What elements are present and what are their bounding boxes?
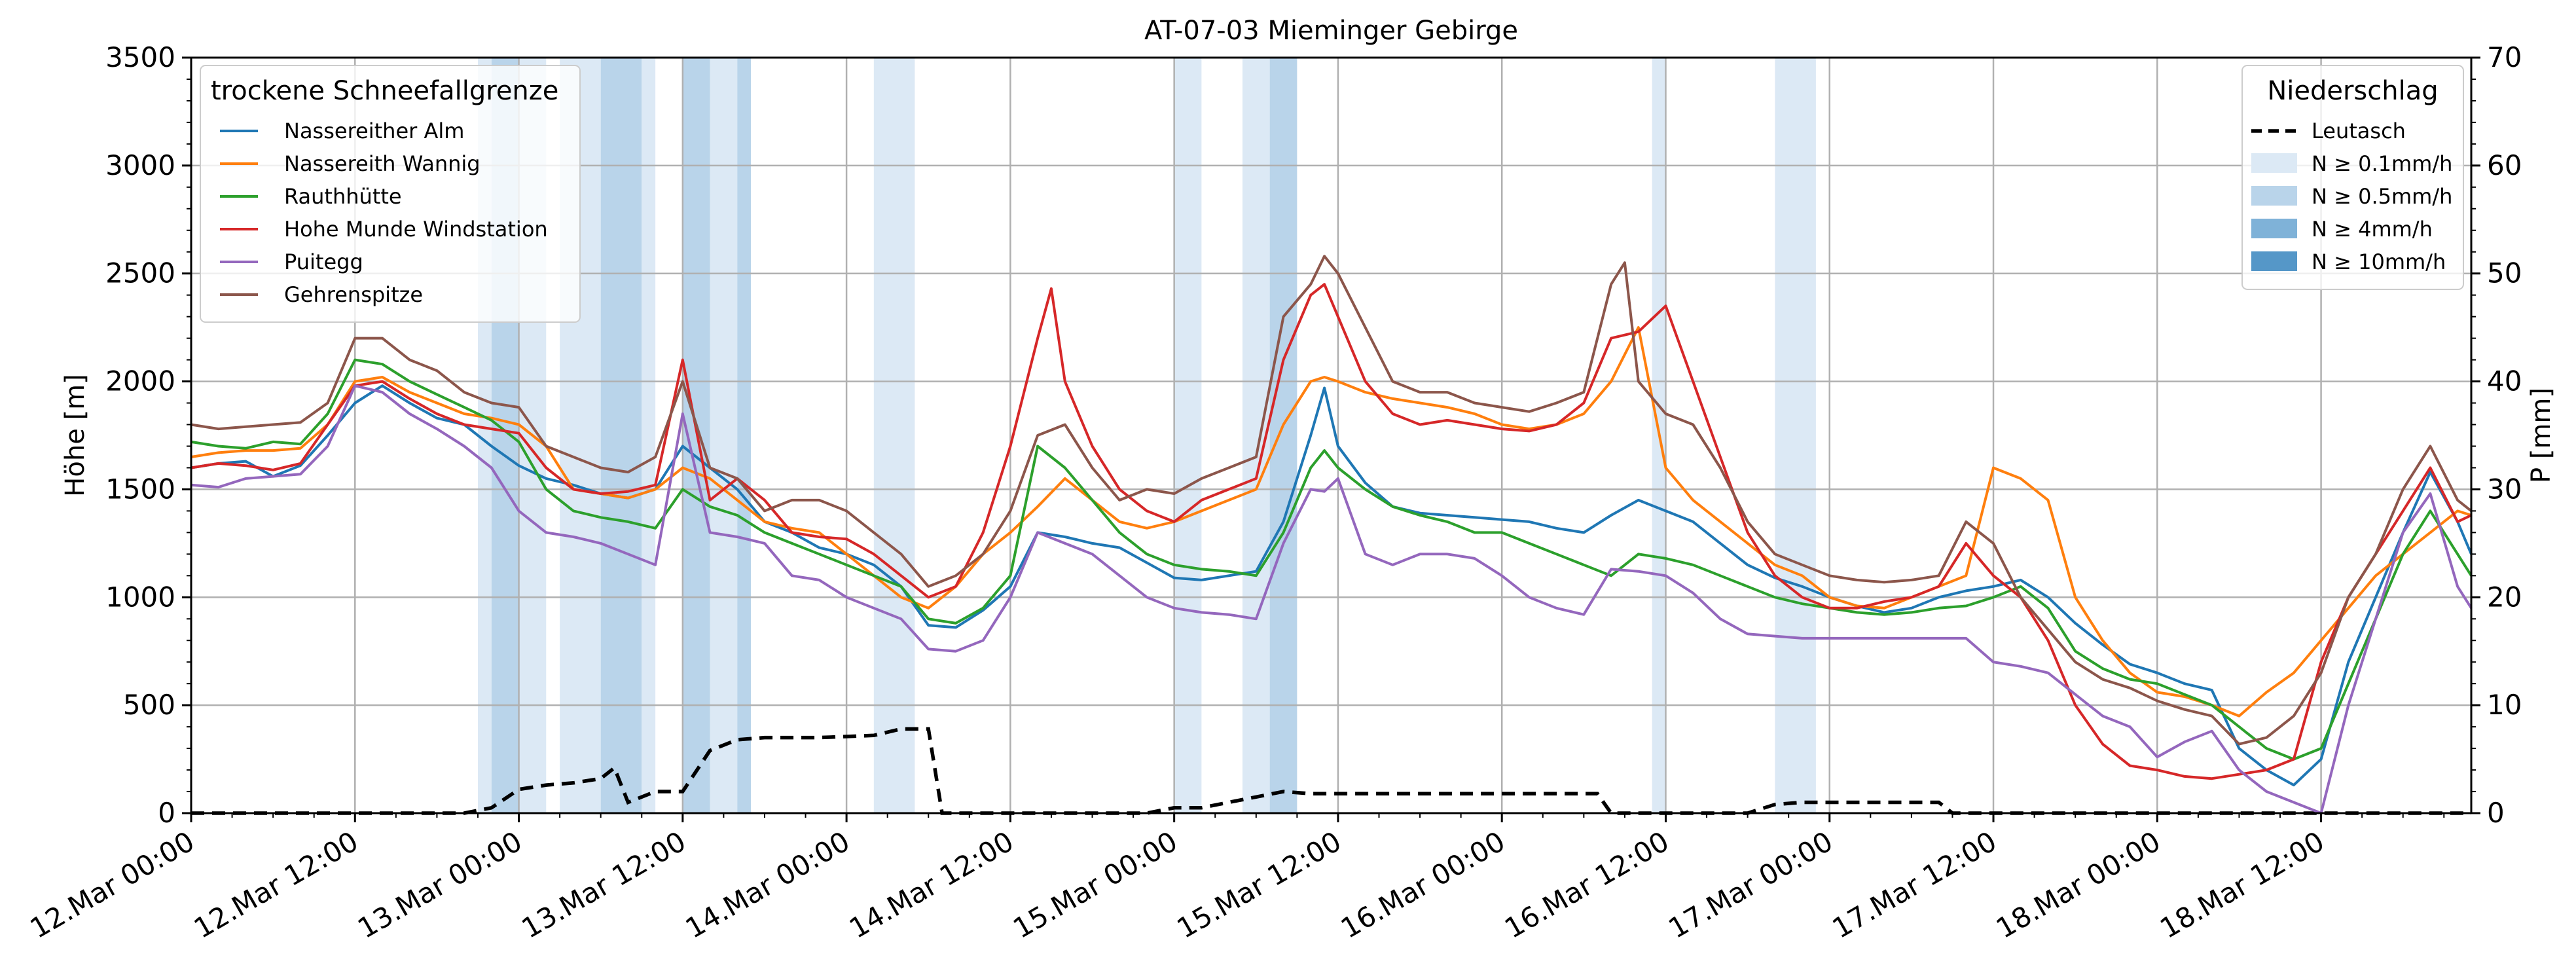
precip-bands bbox=[477, 58, 1816, 813]
legend-label: Nassereith Wannig bbox=[284, 151, 481, 176]
series-line-puitegg bbox=[190, 384, 2473, 814]
precip-band bbox=[737, 58, 752, 813]
y-tick-label: 500 bbox=[123, 689, 175, 721]
y2-tick-label: 40 bbox=[2487, 365, 2522, 397]
legend-label: N ≥ 0.1mm/h bbox=[2312, 151, 2452, 176]
y-tick-label: 0 bbox=[158, 797, 175, 829]
y-axis-label: Höhe [m] bbox=[60, 374, 90, 496]
y-tick-label: 2000 bbox=[105, 365, 175, 397]
y-tick-label: 1000 bbox=[105, 581, 175, 613]
legend-band-swatch bbox=[2251, 186, 2297, 206]
y-tick-label: 2500 bbox=[105, 257, 175, 289]
chart-title: AT-07-03 Mieminger Gebirge bbox=[1144, 16, 1518, 46]
series-line-rauthh-tte bbox=[190, 358, 2473, 761]
precip-band bbox=[1775, 58, 1816, 813]
legend-label: Gehrenspitze bbox=[284, 282, 423, 307]
series-line-nassereither-alm bbox=[190, 384, 2473, 787]
plot-frame bbox=[190, 56, 2473, 814]
precip-band bbox=[710, 58, 738, 813]
y2-tick-label: 70 bbox=[2487, 41, 2522, 73]
series-line-hohe-munde-windstation bbox=[190, 283, 2472, 780]
legend-precip: Niederschlag Leutasch N ≥ 0.1mm/h N ≥ 0.5m… bbox=[2241, 65, 2464, 290]
legend-label: N ≥ 10mm/h bbox=[2312, 249, 2446, 274]
y-tick-label: 3500 bbox=[105, 41, 175, 73]
legend-band-swatch bbox=[2251, 251, 2297, 271]
legend-label: N ≥ 0.5mm/h bbox=[2312, 184, 2452, 209]
legend-label: Nassereither Alm bbox=[284, 119, 464, 143]
y-tick-label: 1500 bbox=[105, 473, 175, 505]
legend-snow-title: trockene Schneefallgrenze bbox=[211, 76, 558, 106]
legend-label: Puitegg bbox=[284, 249, 363, 274]
series-layer bbox=[190, 255, 2473, 814]
precip-band bbox=[873, 58, 915, 813]
legend-label: Leutasch bbox=[2312, 119, 2406, 143]
y2-axis-label: P [mm] bbox=[2526, 388, 2556, 483]
legend-label: N ≥ 4mm/h bbox=[2312, 217, 2433, 242]
precip-band bbox=[1174, 58, 1202, 813]
precip-band bbox=[642, 58, 656, 813]
legend-band-swatch bbox=[2251, 153, 2297, 173]
y2-tick-label: 20 bbox=[2487, 581, 2522, 613]
series-line-gehrenspitze bbox=[190, 255, 2473, 746]
legend-label: Rauthhütte bbox=[284, 184, 402, 209]
y-tick-label: 3000 bbox=[105, 149, 175, 181]
legend-snow-box bbox=[200, 65, 581, 323]
legend-precip-title: Niederschlag bbox=[2267, 76, 2438, 106]
legend-snow: trockene Schneefallgrenze Nassereither A… bbox=[200, 65, 581, 323]
precip-band bbox=[600, 58, 642, 813]
y2-tick-label: 60 bbox=[2487, 149, 2522, 181]
y2-tick-label: 0 bbox=[2487, 797, 2505, 829]
precip-band bbox=[1269, 58, 1297, 813]
series-line-leutasch bbox=[191, 727, 2471, 815]
legend-label: Hohe Munde Windstation bbox=[284, 217, 548, 242]
y2-tick-label: 10 bbox=[2487, 689, 2522, 721]
y2-tick-label: 30 bbox=[2487, 473, 2522, 505]
legend-precip-box bbox=[2241, 65, 2464, 290]
legend-band-swatch bbox=[2251, 219, 2297, 238]
y2-tick-label: 50 bbox=[2487, 257, 2522, 289]
precip-line-layer bbox=[191, 727, 2471, 815]
